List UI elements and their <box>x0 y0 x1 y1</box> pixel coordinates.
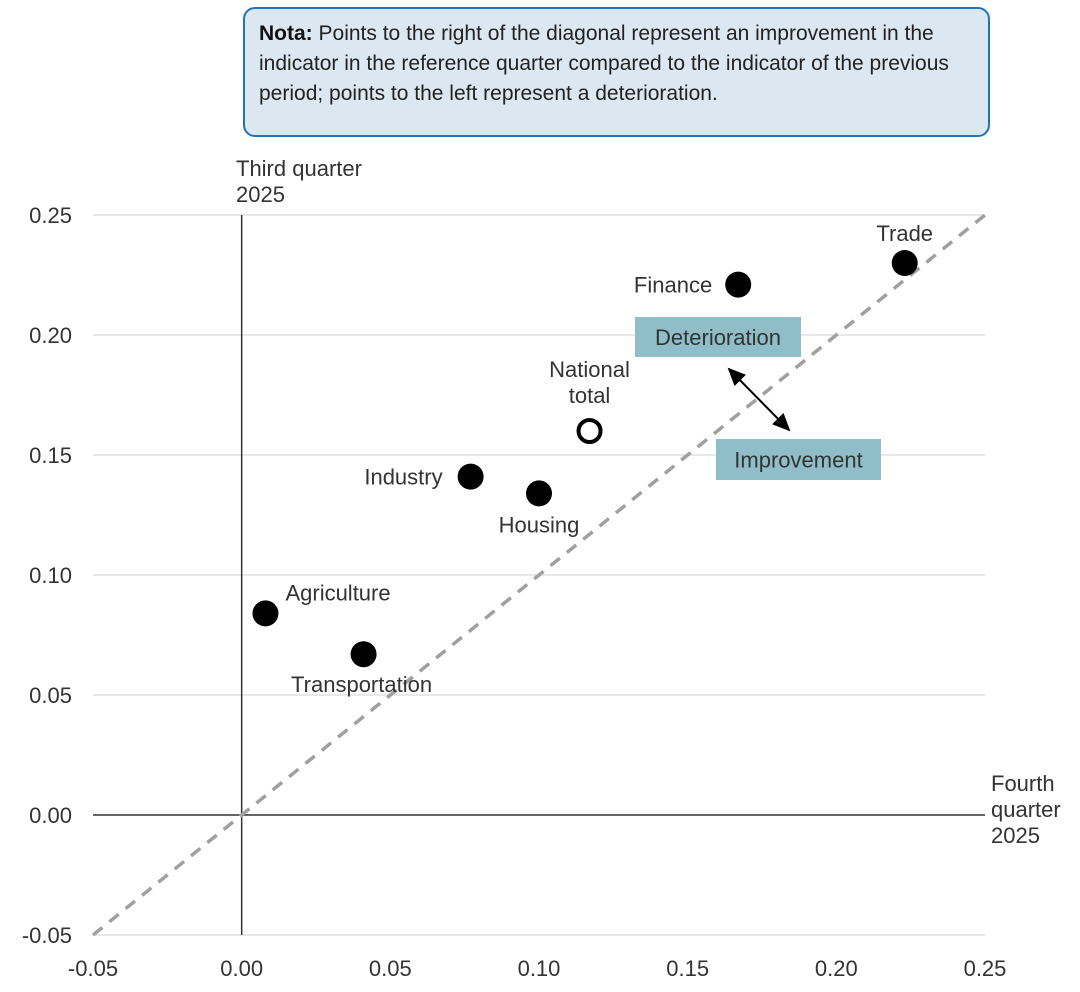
y-tick-label: 0.15 <box>29 443 72 468</box>
note-label: Nota: <box>259 22 313 45</box>
deterioration-box <box>635 317 801 357</box>
improvement-label: Improvement <box>734 448 862 473</box>
deterioration-label: Deterioration <box>655 325 781 350</box>
x-tick-label: 0.00 <box>220 956 263 981</box>
y-tick-label: 0.00 <box>29 803 72 828</box>
note-box: Nota: Points to the right of the diagona… <box>243 7 990 137</box>
y-axis-title: Third quarter 2025 <box>236 156 362 207</box>
point-label-finance: Finance <box>634 273 712 298</box>
diagonal-reference-line <box>91 213 987 937</box>
point-national-total <box>576 418 603 444</box>
y-tick-label: 0.05 <box>29 683 72 708</box>
point-industry <box>457 463 484 490</box>
x-tick-label: 0.15 <box>666 956 709 981</box>
y-tick-label: 0.10 <box>29 563 72 588</box>
double-arrow <box>727 367 791 432</box>
x-tick-label: 0.25 <box>964 956 1007 981</box>
point-agriculture <box>252 600 279 627</box>
x-tick-label: 0.20 <box>815 956 858 981</box>
point-housing <box>526 480 552 507</box>
x-axis-title: Fourth quarter 2025 <box>991 771 1061 848</box>
point-label-industry: Industry <box>364 465 442 490</box>
note-text: Points to the right of the diagonal repr… <box>259 22 949 105</box>
point-transportation <box>350 641 377 668</box>
y-tick-label: 0.20 <box>29 323 72 348</box>
point-trade <box>891 250 918 276</box>
x-tick-label: 0.10 <box>518 956 561 981</box>
point-label-trade: Trade <box>876 221 933 246</box>
point-label-housing: Housing <box>499 512 580 537</box>
x-tick-label: -0.05 <box>68 956 118 981</box>
point-label-agriculture: Agriculture <box>285 580 390 605</box>
point-label-national-total: National total <box>549 357 630 408</box>
y-tick-label: -0.05 <box>22 923 72 948</box>
point-finance <box>725 271 752 298</box>
x-tick-label: 0.05 <box>369 956 412 981</box>
y-tick-label: 0.25 <box>29 203 72 228</box>
point-label-transportation: Transportation <box>291 672 432 697</box>
improvement-box <box>716 439 881 480</box>
